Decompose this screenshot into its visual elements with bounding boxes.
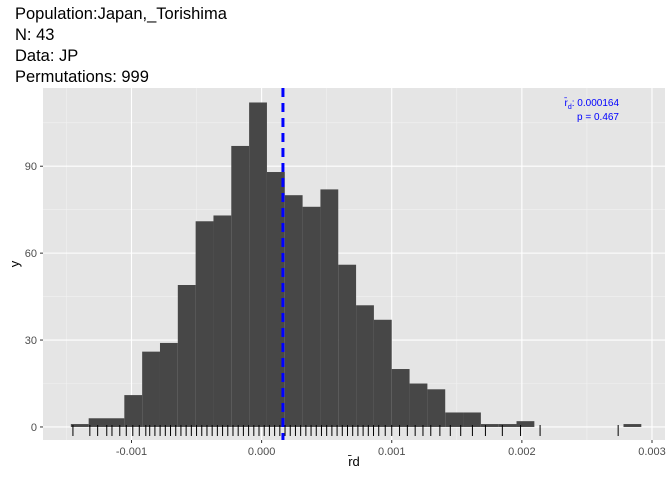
y-tick-label: 60 — [25, 248, 37, 260]
histogram-bar — [480, 424, 499, 427]
histogram-bar — [320, 189, 339, 427]
histogram-bar — [302, 206, 321, 427]
histogram-bar — [70, 424, 89, 427]
y-axis: 0 30 60 90 — [25, 161, 43, 434]
histogram-bar — [516, 421, 535, 427]
histogram-bar — [409, 383, 428, 427]
histogram-bar — [159, 342, 178, 427]
histogram-bar — [88, 418, 107, 427]
x-tick-label: 0.000 — [248, 446, 276, 458]
y-tick-label: 0 — [31, 422, 37, 434]
annotation-symbol: r̄ — [564, 96, 569, 109]
x-axis: -0.001 0.000 0.001 0.002 0.003 — [116, 440, 666, 458]
histogram-bar — [445, 412, 464, 427]
histogram-bar — [124, 395, 143, 427]
annotation-symbol-sub: d — [568, 104, 572, 111]
histogram-bar — [373, 319, 392, 427]
rug-ticks — [72, 425, 619, 436]
histogram-bar — [284, 195, 303, 427]
histogram-bar — [463, 412, 481, 427]
histogram-bar — [213, 215, 232, 427]
y-tick-label: 30 — [25, 335, 37, 347]
histogram-bar — [106, 418, 125, 427]
x-tick-label: 0.003 — [638, 446, 666, 458]
histogram-bar — [623, 424, 642, 427]
x-tick-label: 0.001 — [378, 446, 406, 458]
title-n: N: 43 — [15, 26, 55, 44]
histogram-bar — [427, 389, 446, 427]
histogram-bars — [70, 102, 642, 427]
histogram-bar — [338, 264, 357, 427]
histogram-bar — [177, 285, 196, 427]
histogram-bar — [266, 172, 285, 427]
histogram-bar — [356, 305, 374, 427]
histogram-bar — [231, 145, 250, 427]
y-tick-label: 90 — [25, 161, 37, 173]
annotation-pvalue: p = 0.467 — [577, 112, 619, 123]
histogram-bar — [195, 221, 214, 427]
chart-title-block: Population:Japan,_Torishima N: 43 Data: … — [15, 4, 227, 88]
histogram-bar — [498, 424, 517, 427]
x-axis-title: r̄d — [348, 454, 360, 469]
x-tick-label: -0.001 — [116, 446, 147, 458]
histogram-bar — [391, 369, 410, 427]
title-population: Population:Japan,_Torishima — [15, 5, 227, 23]
annotation-value: : 0.000164 — [572, 98, 620, 109]
histogram-bar — [249, 102, 267, 427]
x-tick-label: 0.002 — [508, 446, 536, 458]
annotation-stat: r̄d: 0.000164 — [564, 96, 620, 111]
title-data: Data: JP — [15, 47, 79, 65]
title-permutations: Permutations: 999 — [15, 68, 149, 86]
y-axis-title: y — [7, 260, 22, 267]
histogram-bar — [142, 351, 160, 427]
